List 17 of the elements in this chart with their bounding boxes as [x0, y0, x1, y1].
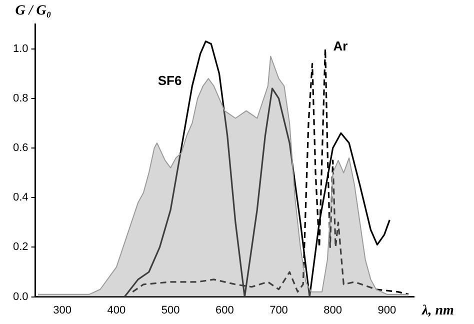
series-label: Ar [333, 38, 348, 54]
y-tick-label: 0.0 [12, 290, 28, 303]
x-tick-label: 900 [378, 304, 396, 316]
x-tick-label: 800 [324, 304, 342, 316]
x-axis-title: λ, nm [421, 303, 454, 318]
x-tick-label: 600 [215, 304, 234, 316]
x-tick-label: 700 [270, 304, 288, 316]
y-tick-label: 0.2 [12, 241, 28, 254]
x-tick-label: 400 [107, 304, 126, 316]
y-tick-label: 1.0 [12, 42, 28, 55]
x-tick-label: 300 [53, 304, 72, 316]
y-axis-title: G / G₀ [15, 4, 52, 19]
series-label: SF6 [158, 72, 182, 88]
x-tick-label: 500 [161, 304, 180, 316]
y-tick-label: 0.4 [12, 192, 28, 204]
y-tick-label: 0.8 [12, 92, 28, 104]
y-tick-label: 0.6 [12, 142, 28, 154]
